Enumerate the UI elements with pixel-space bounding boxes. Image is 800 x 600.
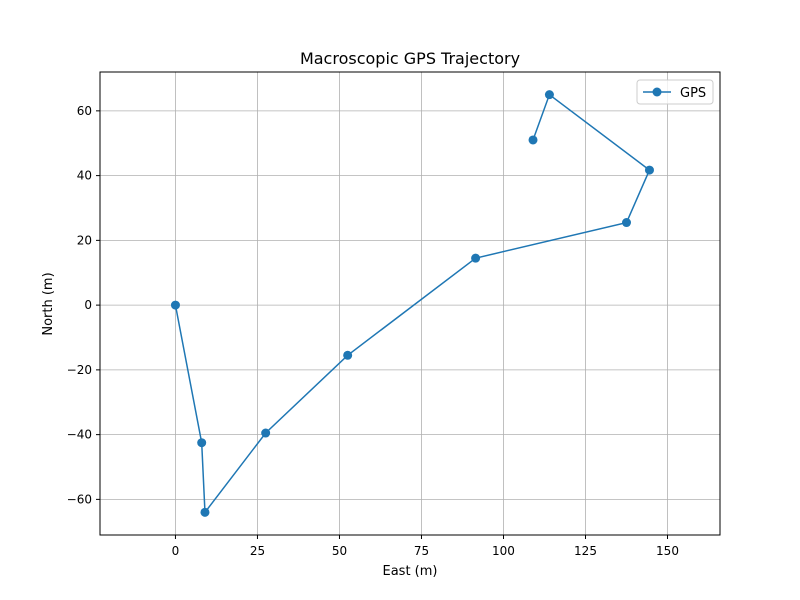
- y-tick-label: 0: [84, 298, 92, 312]
- x-axis-label: East (m): [383, 564, 438, 579]
- legend: GPS: [636, 79, 714, 105]
- y-axis-label: North (m): [41, 272, 56, 335]
- data-point: [544, 90, 554, 100]
- legend-marker: [652, 87, 662, 97]
- data-point: [170, 300, 180, 310]
- x-tick-label: 150: [656, 544, 679, 558]
- x-tick-label: 25: [250, 544, 265, 558]
- legend-box: [636, 79, 714, 105]
- y-tick-label: −60: [67, 492, 92, 506]
- y-tick-label: −20: [67, 363, 92, 377]
- series-line-gps: [174, 93, 651, 515]
- data-point: [471, 253, 481, 263]
- x-tick-label: 125: [574, 544, 597, 558]
- x-tick-label: 50: [332, 544, 347, 558]
- grid-layer: [100, 72, 720, 535]
- chart-title: Macroscopic GPS Trajectory: [300, 49, 520, 68]
- plot-frame: [99, 71, 721, 536]
- data-point: [200, 507, 210, 517]
- axes-layer: [99, 71, 721, 536]
- data-point: [343, 350, 353, 360]
- y-tick-label: 40: [77, 169, 92, 183]
- data-point: [261, 428, 271, 438]
- ticks-layer: 0 25 50 75 100 125 150 −60 −40 −20 0 20 40 60: [67, 104, 679, 558]
- y-tick-label: 60: [77, 104, 92, 118]
- data-point: [528, 135, 538, 145]
- legend-label: GPS: [680, 86, 706, 101]
- x-tick-label: 100: [492, 544, 515, 558]
- data-point: [197, 438, 207, 448]
- x-tick-label: 0: [172, 544, 180, 558]
- x-tick-label: 75: [414, 544, 429, 558]
- series-layer: [170, 90, 654, 517]
- data-point: [622, 218, 632, 228]
- y-tick-label: −40: [67, 428, 92, 442]
- data-point: [644, 165, 654, 175]
- y-tick-label: 20: [77, 233, 92, 247]
